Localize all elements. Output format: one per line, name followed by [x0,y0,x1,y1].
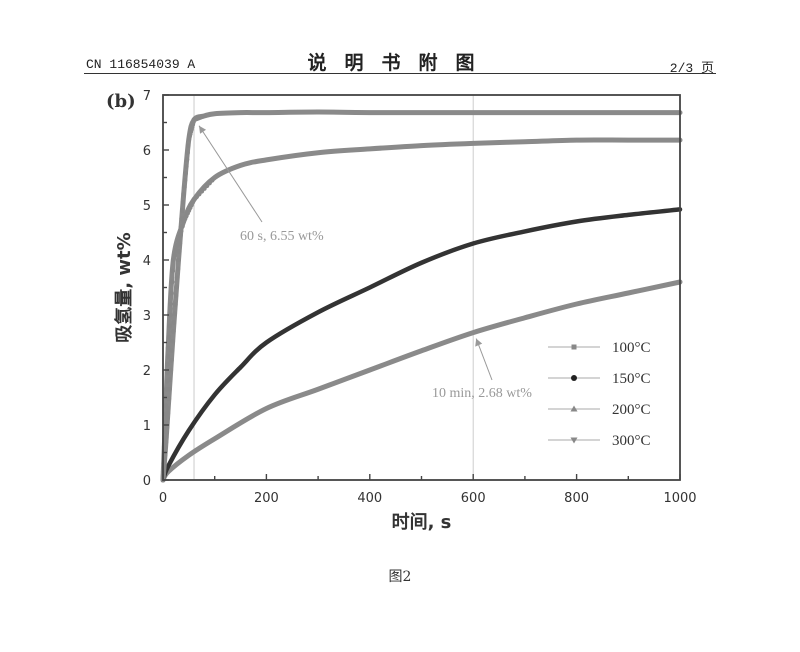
x-tick-label: 800 [564,491,589,506]
annotation-arrow [198,125,263,223]
patent-number: CN 116854039 A [86,57,196,72]
data-point-marker [165,362,170,367]
data-point-marker [169,290,174,296]
data-point-marker [185,143,191,149]
data-point-marker [173,247,179,253]
y-tick-label: 5 [143,199,151,214]
data-point-marker [172,252,178,258]
x-tick-label: 1000 [663,491,696,506]
data-point-marker [209,177,215,183]
data-point-marker [172,311,178,317]
data-point-marker [172,302,178,308]
legend-marker-circle-icon [571,375,577,381]
x-tick-label: 400 [357,491,382,506]
data-point-marker [166,334,172,340]
data-point-marker [164,370,170,376]
data-point-marker [181,184,187,190]
data-point-marker [179,223,185,229]
data-point-marker [178,228,184,234]
data-point-marker [185,150,190,156]
header-divider [84,73,716,74]
legend-marker-square-icon [571,344,577,350]
y-tick-label: 4 [143,254,151,269]
y-tick-label: 1 [143,419,151,434]
data-point-marker [183,170,189,176]
data-point-marker [180,199,186,205]
data-point-marker [184,157,190,163]
data-point-marker [171,320,177,325]
data-point-marker [169,279,175,285]
data-point-marker [168,301,174,307]
data-point-marker [165,353,171,359]
annotation-label: 60 s, 6.55 wt% [240,229,324,244]
series-line-150c [160,207,683,483]
figure-caption: 图2 [388,569,412,585]
legend-label: 300°C [612,433,651,449]
legend-label: 100°C [612,340,651,356]
x-tick-label: 600 [461,491,486,506]
data-point-marker [170,329,176,334]
data-point-marker [165,345,171,351]
y-axis-label: 吸氢量, wt% [113,232,135,342]
legend-marker-triangle-up-icon [570,405,578,412]
data-point-marker [169,357,174,363]
x-tick-label: 0 [159,491,167,506]
data-point-marker [176,257,181,263]
y-tick-label: 3 [143,309,151,324]
y-tick-label: 7 [143,89,151,104]
page-number: 2/3 页 [669,61,714,76]
series-line-100c [160,279,683,483]
data-point-marker [170,338,176,344]
data-point-marker [200,113,206,119]
data-point-marker [173,293,179,299]
annotation-arrow [475,338,493,381]
data-point-marker [174,275,180,281]
data-point-marker [163,403,169,409]
data-point-marker [167,312,173,318]
legend-label: 200°C [612,402,651,418]
data-point-marker [164,378,170,384]
data-point-marker [168,367,174,373]
panel-label: (b) [106,91,136,112]
data-point-marker [163,411,168,417]
data-point-marker [169,348,175,354]
y-tick-label: 2 [143,364,151,379]
legend-label: 150°C [612,371,651,387]
data-point-marker [182,177,188,183]
series-line-200c [160,137,683,483]
section-title: 说明书附图 [307,52,493,74]
data-point-marker [167,323,172,329]
data-point-marker [176,238,181,244]
x-axis-label: 时间, s [392,512,452,533]
data-point-marker [177,233,183,239]
data-point-marker [179,208,185,213]
data-point-marker [162,419,168,425]
data-point-marker [175,266,181,272]
legend-marker-triangle-down-icon [570,437,578,444]
data-point-marker [170,268,176,274]
y-tick-label: 6 [143,144,151,159]
arrow-head-icon [475,338,483,347]
data-point-marker [174,243,180,248]
x-tick-label: 200 [254,491,279,506]
y-tick-label: 0 [143,474,151,489]
arrow-head-icon [199,125,207,134]
data-point-marker [174,284,179,290]
annotation-label: 10 min, 2.68 wt% [432,386,532,401]
data-point-marker [183,164,189,169]
data-point-marker [181,191,187,197]
data-point-marker [165,415,170,421]
data-point-marker [170,257,176,263]
data-point-marker [164,386,169,392]
